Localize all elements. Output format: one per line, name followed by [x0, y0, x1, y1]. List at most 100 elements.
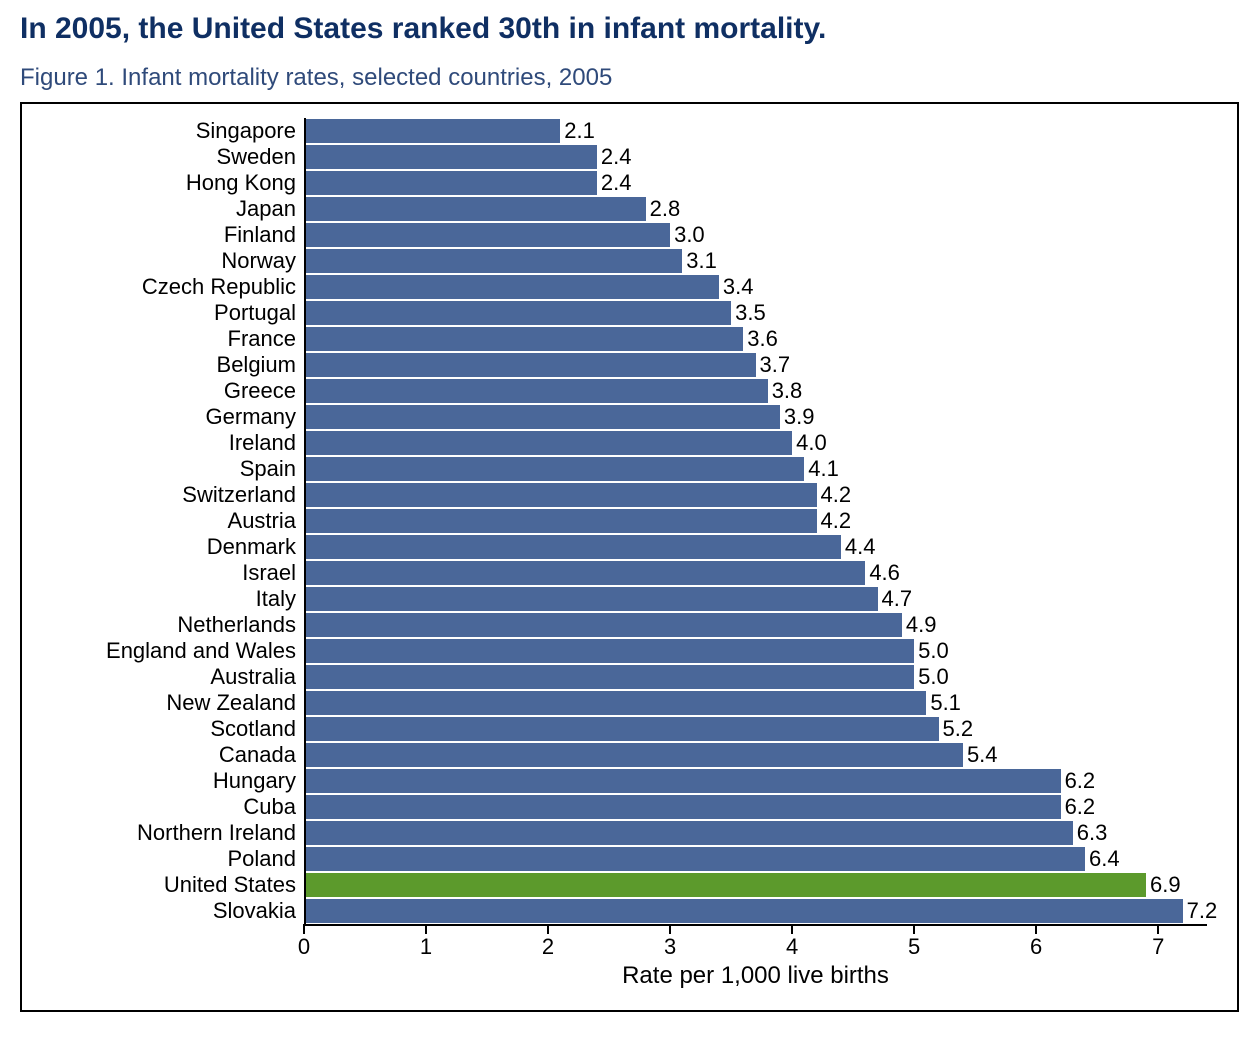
bar: [304, 743, 963, 767]
bar-value: 6.9: [1150, 872, 1181, 898]
category-label: United States: [34, 872, 304, 898]
bar-value: 3.9: [784, 404, 815, 430]
bar: [304, 665, 914, 689]
bar-track: 4.2: [304, 482, 1207, 508]
bar-value: 3.0: [674, 222, 705, 248]
bar-row: Singapore 2.1: [34, 118, 1207, 144]
bar-value: 5.4: [967, 742, 998, 768]
category-label: England and Wales: [34, 638, 304, 664]
bar: [304, 353, 756, 377]
bar-value: 4.4: [845, 534, 876, 560]
bar-track: 5.1: [304, 690, 1207, 716]
bar-value: 4.6: [869, 560, 900, 586]
category-label: Italy: [34, 586, 304, 612]
category-label: Slovakia: [34, 898, 304, 924]
bar: [304, 457, 804, 481]
bar-track: 3.6: [304, 326, 1207, 352]
bar-track: 6.2: [304, 794, 1207, 820]
category-label: Czech Republic: [34, 274, 304, 300]
category-label: Israel: [34, 560, 304, 586]
bar: [304, 223, 670, 247]
category-label: Norway: [34, 248, 304, 274]
bar-value: 7.2: [1187, 898, 1218, 924]
bar-row: Norway3.1: [34, 248, 1207, 274]
bar-row: Finland3.0: [34, 222, 1207, 248]
bar-track: 2.4: [304, 170, 1207, 196]
bar: [304, 691, 926, 715]
category-label: France: [34, 326, 304, 352]
x-tick-label: 7: [1152, 934, 1164, 960]
x-axis: [304, 924, 1207, 926]
bar-row: Netherlands 4.9: [34, 612, 1207, 638]
bar-row: Spain4.1: [34, 456, 1207, 482]
category-label: Poland: [34, 846, 304, 872]
y-axis: [304, 118, 306, 926]
x-tick-label: 3: [664, 934, 676, 960]
bar-row: Austria4.2: [34, 508, 1207, 534]
category-label: Singapore: [34, 118, 304, 144]
x-axis-title: Rate per 1,000 live births: [622, 962, 889, 990]
x-tick-label: 0: [298, 934, 310, 960]
x-tick: [547, 924, 549, 934]
bar-track: 4.1: [304, 456, 1207, 482]
bar-track: 3.1: [304, 248, 1207, 274]
bar: [304, 145, 597, 169]
bar: [304, 301, 731, 325]
bar-track: 3.0: [304, 222, 1207, 248]
headline: In 2005, the United States ranked 30th i…: [20, 12, 1239, 46]
bar-row: Poland 6.4: [34, 846, 1207, 872]
bar-track: 4.0: [304, 430, 1207, 456]
bar-row: Switzerland4.2: [34, 482, 1207, 508]
bar-row: England and Wales5.0: [34, 638, 1207, 664]
bars-region: Singapore2.1Sweden2.4Hong Kong2.4Japan2.…: [34, 118, 1207, 924]
bar-value: 6.4: [1089, 846, 1120, 872]
x-tick-label: 2: [542, 934, 554, 960]
bar-row: United States 6.9: [34, 872, 1207, 898]
bar: [304, 769, 1061, 793]
bar-track: 3.8: [304, 378, 1207, 404]
bar-value: 4.9: [906, 612, 937, 638]
bar-row: Israel 4.6: [34, 560, 1207, 586]
bar-track: 7.2: [304, 898, 1207, 924]
bar-row: Czech Republic 3.4: [34, 274, 1207, 300]
category-label: Scotland: [34, 716, 304, 742]
bar-track: 4.6: [304, 560, 1207, 586]
category-label: Denmark: [34, 534, 304, 560]
bar-value: 5.1: [930, 690, 961, 716]
bar: [304, 509, 817, 533]
bar: [304, 275, 719, 299]
bar: [304, 379, 768, 403]
bar-track: 5.4: [304, 742, 1207, 768]
bar-value: 6.2: [1065, 768, 1096, 794]
bar-value: 4.2: [821, 508, 852, 534]
bar-value: 2.1: [564, 118, 595, 144]
bar-track: 6.3: [304, 820, 1207, 846]
bar: [304, 171, 597, 195]
bar-row: France 3.6: [34, 326, 1207, 352]
bar-track: 4.9: [304, 612, 1207, 638]
bar: [304, 249, 682, 273]
x-tick: [913, 924, 915, 934]
bar-value: 3.6: [747, 326, 778, 352]
category-label: Portugal: [34, 300, 304, 326]
x-tick-label: 4: [786, 934, 798, 960]
bar: [304, 431, 792, 455]
bar: [304, 639, 914, 663]
bar-value: 2.4: [601, 170, 632, 196]
bar-highlight: [304, 873, 1146, 897]
bar-value: 6.3: [1077, 820, 1108, 846]
bar-row: Slovakia7.2: [34, 898, 1207, 924]
bar: [304, 587, 878, 611]
x-tick-label: 5: [908, 934, 920, 960]
x-tick-label: 6: [1030, 934, 1042, 960]
bar-value: 3.4: [723, 274, 754, 300]
bar-track: 2.8: [304, 196, 1207, 222]
category-label: Japan: [34, 196, 304, 222]
bar-track: 4.4: [304, 534, 1207, 560]
category-label: Netherlands: [34, 612, 304, 638]
bar-value: 4.1: [808, 456, 839, 482]
bar-value: 4.0: [796, 430, 827, 456]
bar-row: Northern Ireland6.3: [34, 820, 1207, 846]
bar-track: 2.4: [304, 144, 1207, 170]
bar-row: Hong Kong2.4: [34, 170, 1207, 196]
